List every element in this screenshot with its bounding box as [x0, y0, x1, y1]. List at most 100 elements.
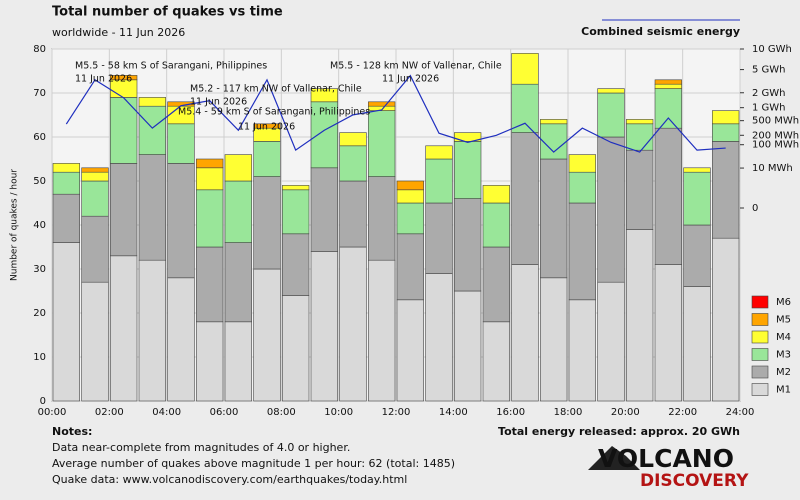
bar-segment [110, 97, 138, 164]
y-tick-label: 0 [40, 396, 46, 407]
bar-segment [167, 277, 195, 402]
bar-segment [712, 141, 740, 239]
y-tick-label: 70 [33, 88, 46, 99]
annotation: M5.4 - 59 km S of Sarangani, Philippines [178, 107, 370, 118]
bar-segment [138, 97, 166, 107]
bar-segment [81, 171, 109, 182]
bar-segment [568, 299, 596, 402]
note-line: Data near-complete from magnitudes of 4.… [52, 441, 350, 454]
bar-segment [196, 321, 224, 402]
bar-segment [654, 127, 682, 265]
y2-tick-label: 2 GWh [752, 88, 786, 99]
x-tick-label: 08:00 [267, 407, 296, 418]
y2-tick-label: 10 MWh [752, 163, 793, 174]
bar-segment [654, 88, 682, 129]
x-tick-label: 00:00 [38, 407, 67, 418]
bar-segment [425, 158, 453, 204]
energy-line [65, 74, 726, 153]
annotation: 11 Jun 2026 [75, 74, 132, 85]
bar-segment [482, 202, 510, 248]
y-tick-label: 30 [33, 264, 46, 275]
bar-segment [482, 185, 510, 204]
bar-segment [683, 286, 711, 402]
bar-segment [282, 189, 310, 235]
annotation: 11 Jun 2026 [190, 97, 247, 108]
bar-segment [568, 202, 596, 301]
bar-segment [224, 154, 252, 182]
bar-segment [597, 136, 625, 283]
logo-text: VOLCANO [598, 444, 734, 473]
bar-segment [138, 154, 166, 261]
bar-segment [339, 180, 367, 248]
legend-label: M2 [776, 367, 791, 378]
bar-segment [712, 110, 740, 125]
bar-segment [540, 119, 568, 125]
total-energy: Total energy released: approx. 20 GWh [498, 425, 740, 438]
bar-segment [138, 259, 166, 402]
x-tick-label: 04:00 [152, 407, 181, 418]
x-tick-label: 10:00 [324, 407, 353, 418]
legend-swatch [751, 348, 769, 361]
bar-segment [310, 167, 338, 252]
chart-subtitle: worldwide - 11 Jun 2026 [52, 26, 185, 39]
y-tick-label: 60 [33, 132, 46, 143]
bar-segment [368, 110, 396, 177]
bar-segment [196, 189, 224, 248]
x-tick-label: 12:00 [382, 407, 411, 418]
bar-segment [396, 189, 424, 204]
bar-segment [568, 154, 596, 173]
legend-swatch [751, 313, 769, 326]
bar-segment [626, 229, 654, 402]
bar-segment [224, 180, 252, 243]
bar-segment [167, 123, 195, 164]
bar-segment [196, 246, 224, 323]
bar-segment [540, 277, 568, 402]
y2-tick-label: 200 MWh [752, 130, 799, 141]
annotation: M5.2 - 117 km NW of Vallenar, Chile [190, 84, 362, 95]
y-tick-label: 10 [33, 352, 46, 363]
bar-segment [253, 176, 281, 270]
bar-segment [511, 83, 539, 133]
bar-segment [683, 171, 711, 226]
legend-swatch [751, 365, 769, 379]
bar-segment [282, 185, 310, 191]
legend-swatch [751, 330, 769, 344]
bar-segment [654, 264, 682, 402]
bar-segment [482, 246, 510, 323]
y-tick-label: 80 [33, 44, 46, 55]
bar-segment [81, 180, 109, 217]
bar-segment [339, 246, 367, 402]
bar-segment [52, 171, 80, 195]
bar-segment [712, 123, 740, 142]
legend-swatch [751, 295, 769, 309]
bar-segment [712, 237, 740, 402]
annotation: M5.5 - 128 km NW of Vallenar, Chile [330, 61, 502, 72]
bar-segment [253, 123, 281, 129]
bar-segment [597, 92, 625, 138]
bar-segment [224, 242, 252, 323]
y2-tick-label: 500 MWh [752, 116, 799, 127]
bar-segment [597, 88, 625, 94]
y2-tick-label: 0 [752, 203, 758, 214]
x-tick-label: 22:00 [668, 407, 697, 418]
bar-segment [253, 141, 281, 177]
bar-segment [368, 176, 396, 261]
bar-segment [396, 202, 424, 235]
bar-segment [196, 158, 224, 169]
annotation: 11 Jun 2026 [382, 74, 439, 85]
bar-segment [683, 224, 711, 287]
legend-label: M5 [776, 315, 791, 326]
bar-segment [626, 149, 654, 230]
y-tick-label: 50 [33, 176, 46, 187]
x-tick-label: 14:00 [439, 407, 468, 418]
bar-segment [310, 101, 338, 169]
y2-tick-label: 100 MWh [752, 140, 799, 151]
legend-label: M6 [776, 297, 791, 308]
bar-segment [654, 79, 682, 85]
bar-segment [368, 259, 396, 402]
bar-segment [52, 163, 80, 173]
bar-segment [454, 141, 482, 199]
bar-segment [626, 119, 654, 125]
bar-segment [110, 163, 138, 257]
bar-segment [81, 281, 109, 402]
